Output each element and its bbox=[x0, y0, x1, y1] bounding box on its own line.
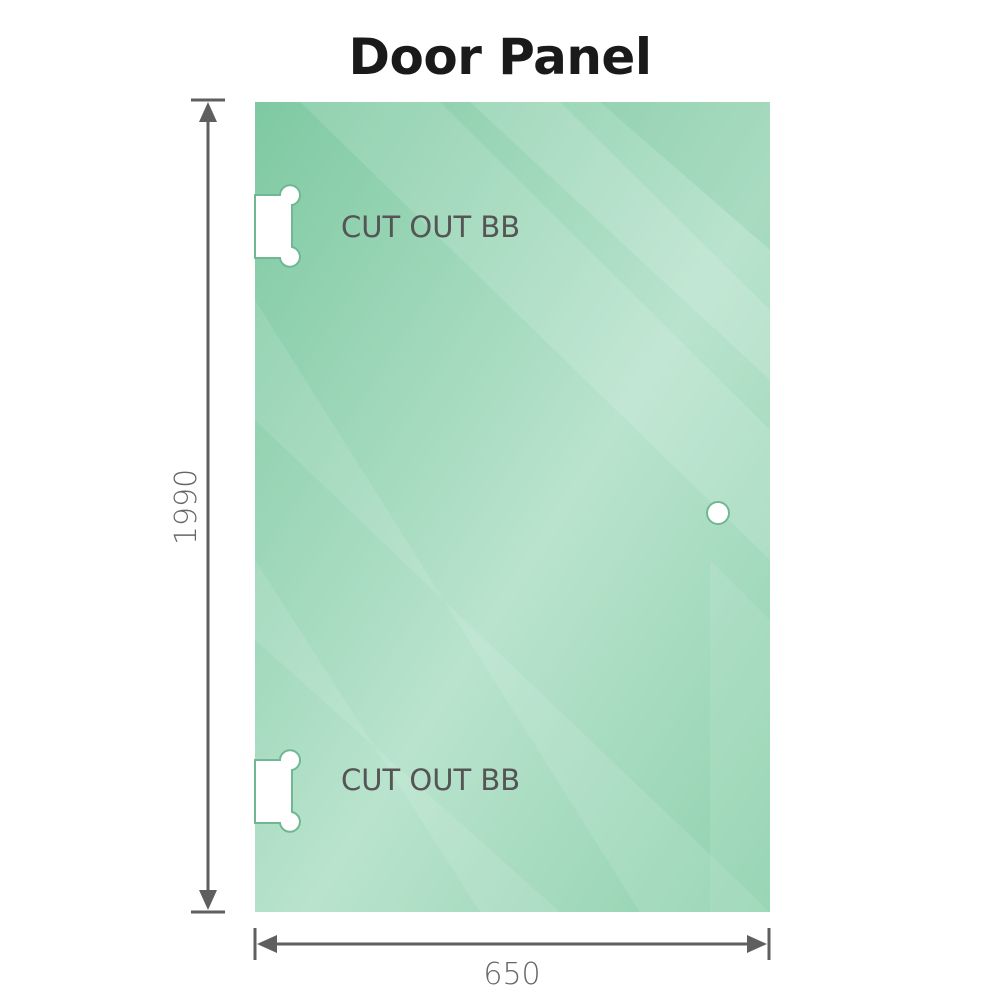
cutout-top bbox=[254, 184, 301, 268]
width-value: 650 bbox=[483, 957, 540, 992]
handle-hole bbox=[706, 501, 730, 525]
cutout-top-label: CUT OUT BB bbox=[341, 210, 520, 244]
height-value: 1990 bbox=[169, 469, 204, 545]
height-dimension bbox=[191, 98, 225, 914]
diagram-title: Door Panel bbox=[348, 28, 652, 86]
cutout-bottom-label: CUT OUT BB bbox=[341, 763, 520, 797]
cutout-bottom bbox=[254, 749, 301, 833]
width-dimension bbox=[253, 928, 771, 960]
glass-panel bbox=[255, 102, 770, 912]
